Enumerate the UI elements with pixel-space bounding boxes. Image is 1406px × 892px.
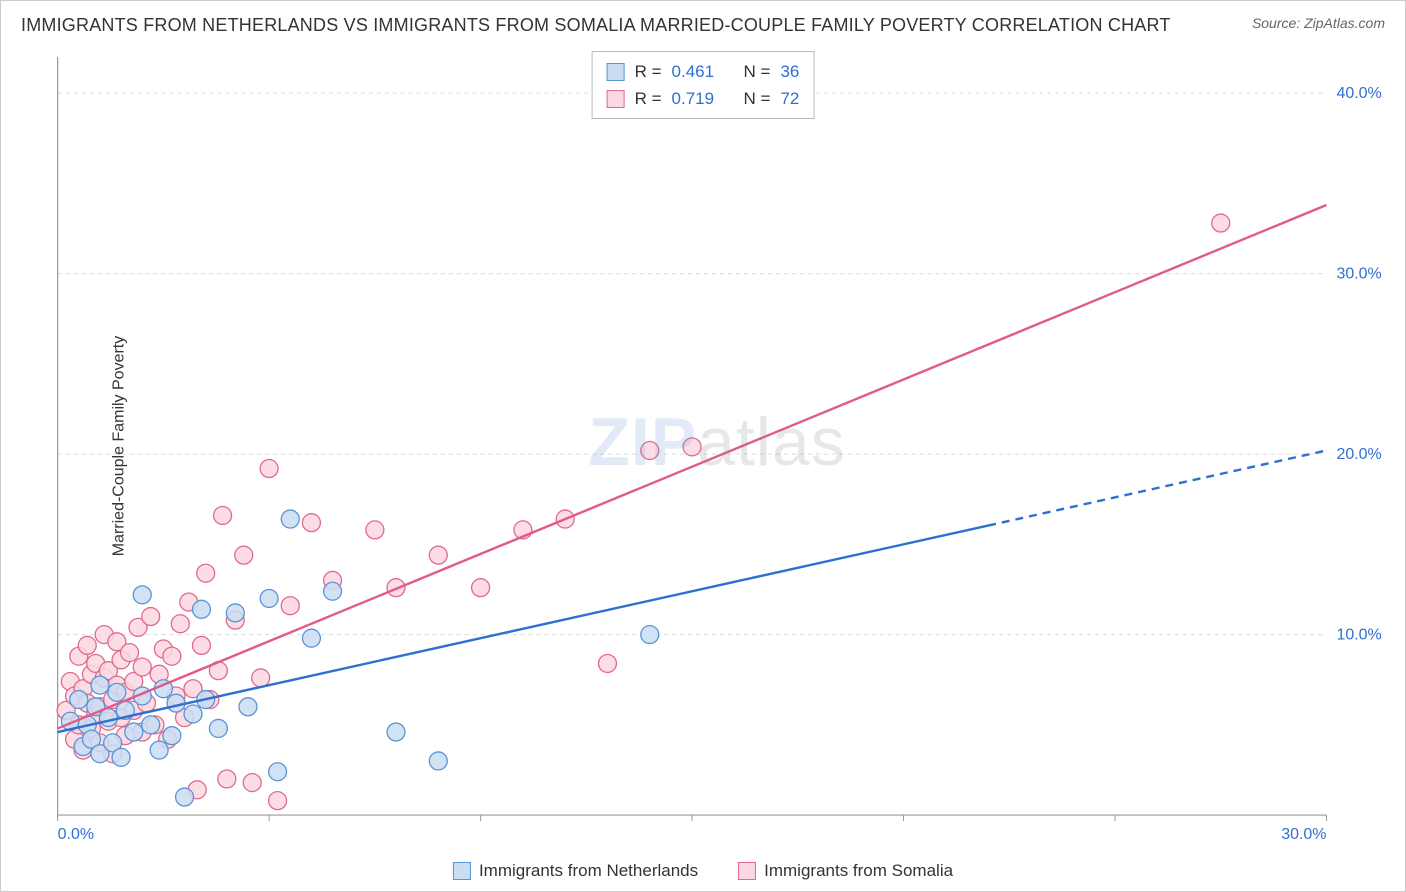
legend-label-somalia: Immigrants from Somalia [764,861,953,881]
scatter-plot-svg: 10.0% 20.0% 30.0% 40.0% 0.0% 30.0% [47,47,1387,845]
svg-text:10.0%: 10.0% [1336,627,1381,644]
source-label: Source: ZipAtlas.com [1252,15,1385,31]
plot-area: 10.0%20.0%30.0%40.0%0.0%30.0% ZIPatlas [47,47,1387,845]
chart-container: IMMIGRANTS FROM NETHERLANDS VS IMMIGRANT… [0,0,1406,892]
n-label: N = [744,58,771,85]
swatch-netherlands-icon [607,63,625,81]
legend-item-somalia: Immigrants from Somalia [738,861,953,881]
r-value-1: 0.461 [672,58,715,85]
bottom-legend: Immigrants from Netherlands Immigrants f… [453,861,953,881]
svg-text:20.0%: 20.0% [1336,446,1381,463]
legend-stats-box: R = 0.461 N = 36 R = 0.719 N = 72 [592,51,815,119]
svg-text:40.0%: 40.0% [1336,85,1381,102]
legend-stats-row-1: R = 0.461 N = 36 [607,58,800,85]
swatch-somalia-icon [607,90,625,108]
swatch-somalia-icon [738,862,756,880]
svg-text:30.0%: 30.0% [1336,266,1381,283]
n-value-2: 72 [780,85,799,112]
svg-text:30.0%: 30.0% [1281,826,1326,843]
n-value-1: 36 [780,58,799,85]
legend-item-netherlands: Immigrants from Netherlands [453,861,698,881]
r-label: R = [635,85,662,112]
svg-text:0.0%: 0.0% [58,826,94,843]
chart-title: IMMIGRANTS FROM NETHERLANDS VS IMMIGRANT… [21,15,1171,36]
legend-label-netherlands: Immigrants from Netherlands [479,861,698,881]
r-label: R = [635,58,662,85]
swatch-netherlands-icon [453,862,471,880]
n-label: N = [744,85,771,112]
r-value-2: 0.719 [672,85,715,112]
legend-stats-row-2: R = 0.719 N = 72 [607,85,800,112]
